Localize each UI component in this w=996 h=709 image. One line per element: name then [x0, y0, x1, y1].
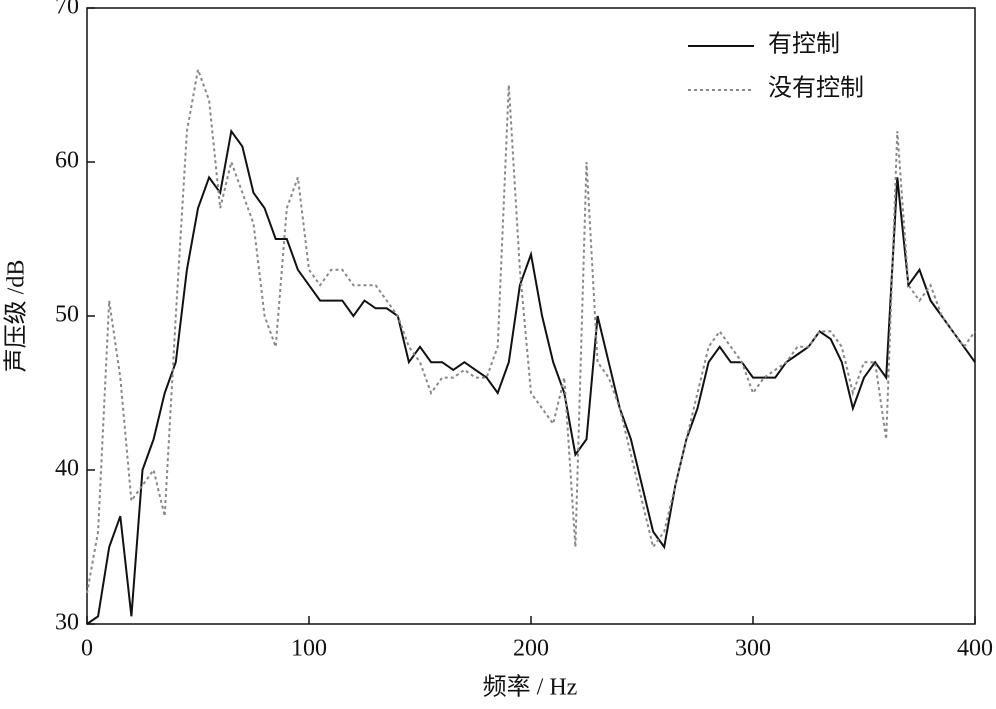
x-tick-label: 100	[291, 636, 327, 662]
data-line	[86, 128, 976, 625]
y-axis-label: 声压级 /dB	[3, 260, 30, 373]
x-tick-label: 200	[513, 636, 549, 662]
x-tick-label: 0	[81, 636, 93, 662]
legend-label: 有控制	[768, 31, 840, 58]
y-tick-label: 60	[55, 148, 79, 174]
y-tick-label: 40	[55, 456, 79, 482]
x-tick-label: 400	[957, 636, 993, 662]
y-tick-label: 30	[55, 610, 79, 636]
data-line	[86, 65, 976, 594]
x-tick-label: 300	[735, 636, 771, 662]
legend-label: 没有控制	[768, 75, 864, 102]
y-tick-label: 70	[55, 0, 79, 20]
x-axis-label: 频率 / Hz	[483, 674, 578, 701]
y-tick-label: 50	[55, 302, 79, 328]
